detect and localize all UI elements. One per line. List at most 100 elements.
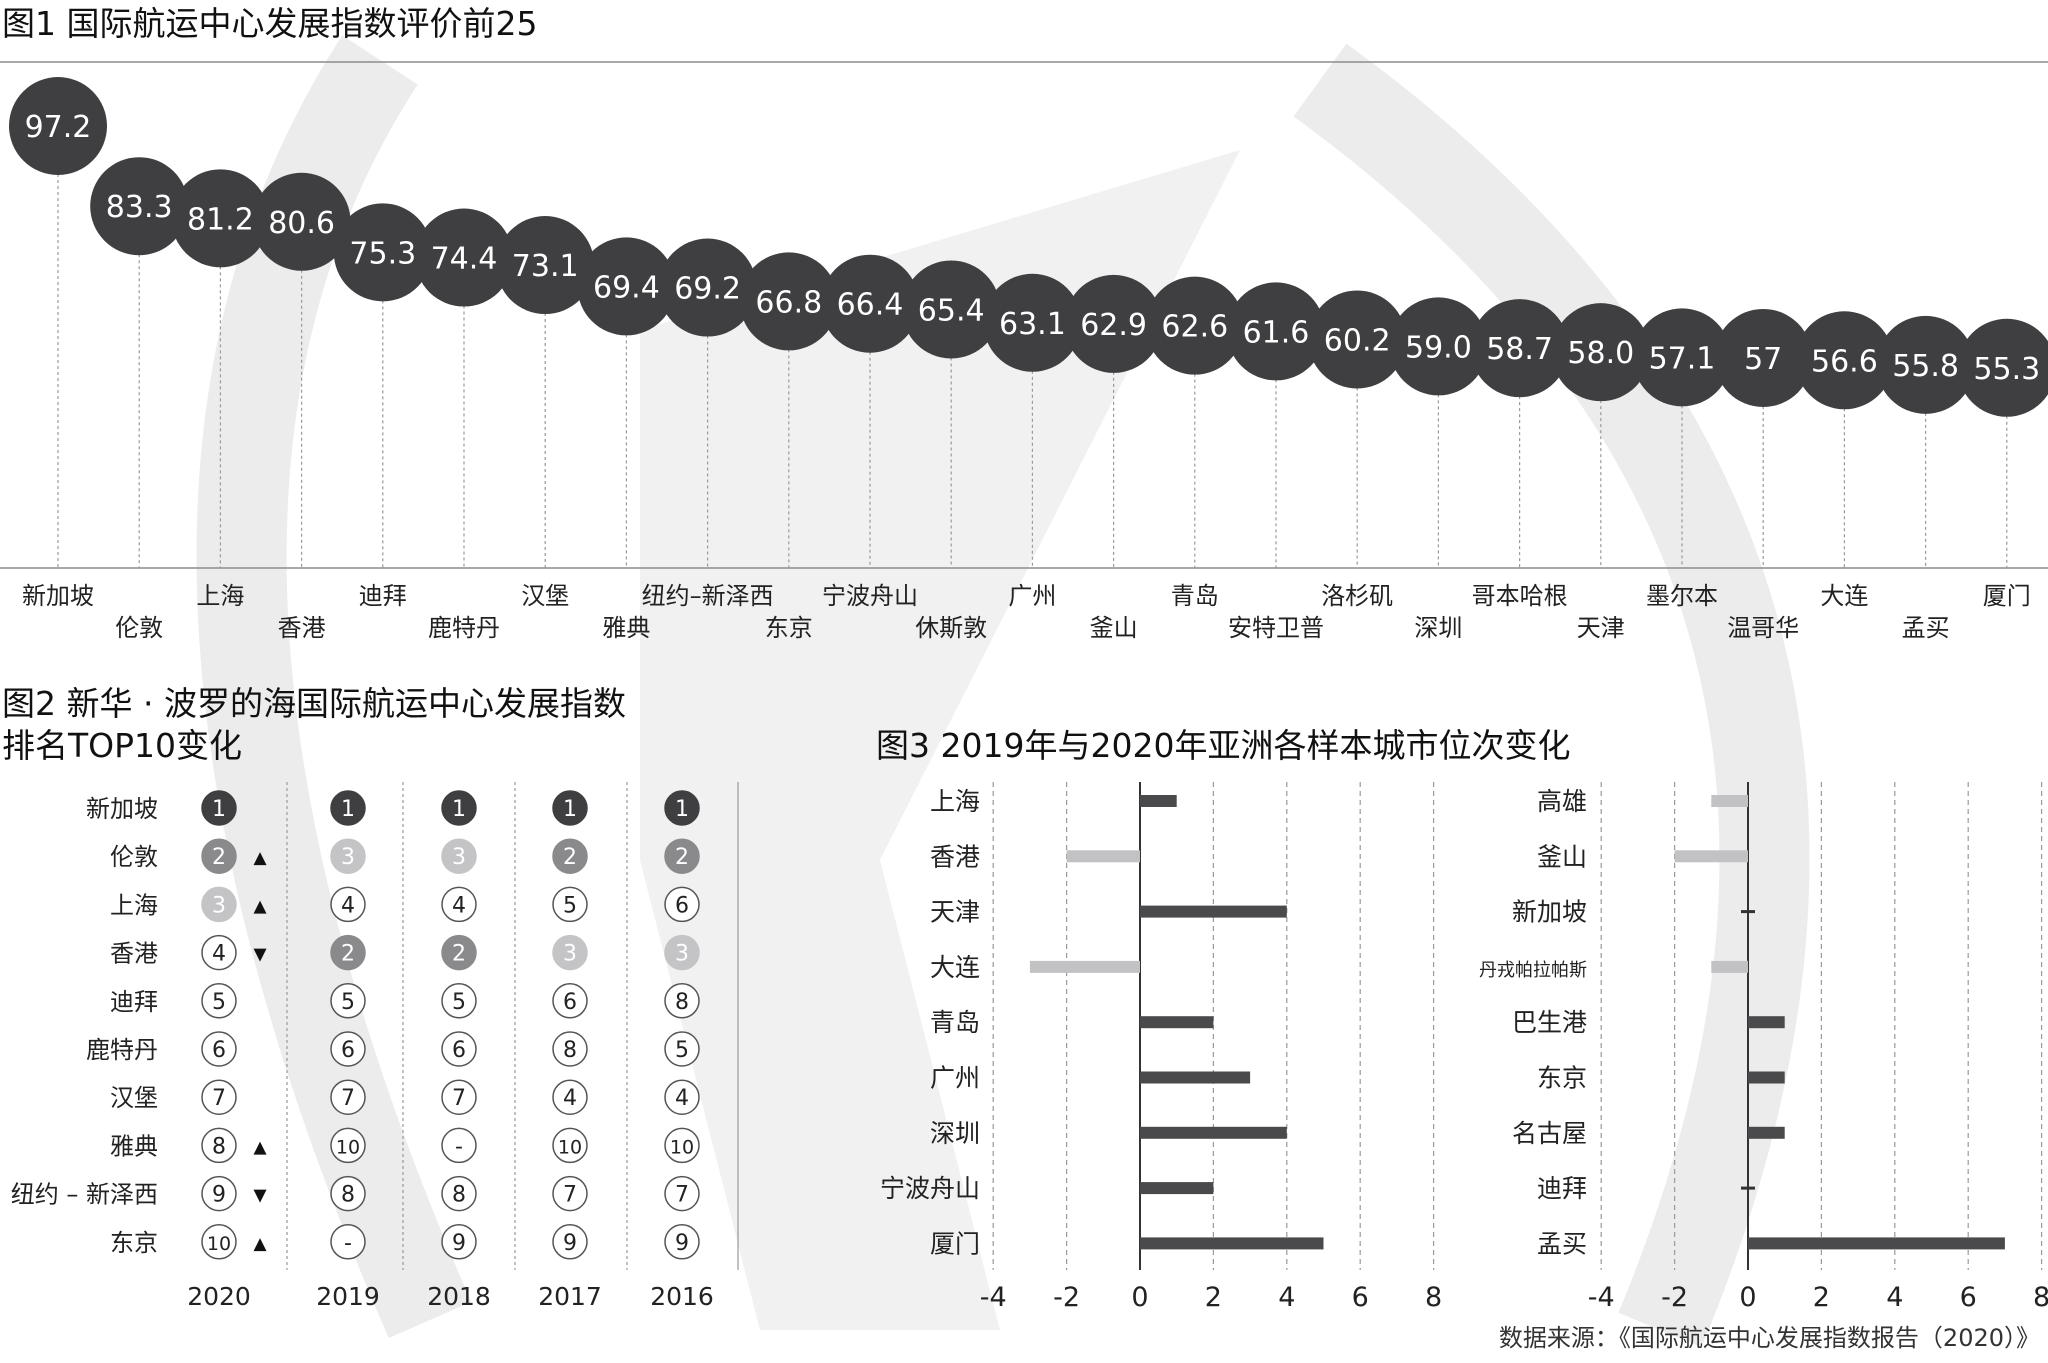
fig2-rank-circle <box>330 790 366 826</box>
fig2-rank-value: 9 <box>212 1183 226 1208</box>
fig2-year-label: 2019 <box>316 1282 380 1311</box>
fig1-city-label: 釜山 <box>1090 614 1138 642</box>
fig2-year-label: 2020 <box>187 1282 251 1311</box>
fig2-rank-circle <box>330 1175 366 1212</box>
fig1-bubble <box>577 237 676 336</box>
fig3-bar <box>1140 1182 1214 1195</box>
fig2-rank-circle <box>664 1127 700 1164</box>
fig2-rank-value: 9 <box>563 1231 577 1256</box>
fig2-rank-value: 1 <box>212 797 226 822</box>
fig2-rank-value: 7 <box>212 1086 226 1111</box>
fig1-value-label: 69.2 <box>674 272 741 307</box>
fig1-bubble <box>1795 311 1894 410</box>
fig3-category-label: 青岛 <box>930 1008 980 1037</box>
fig2-rank-value: 5 <box>452 990 466 1015</box>
fig2-rank-value: 10 <box>336 1136 360 1158</box>
fig2-rank-value: 6 <box>212 1038 226 1063</box>
fig2-rank-value: 5 <box>212 990 226 1015</box>
fig2-rank-circle <box>664 1175 700 1212</box>
fig2-rank-value: 2 <box>341 942 355 967</box>
fig1-bubble <box>252 172 351 271</box>
fig1-value-label: 80.6 <box>268 206 335 241</box>
fig1-value-label: 56.6 <box>1811 344 1878 379</box>
fig2-rank-circle <box>330 1031 366 1067</box>
fig2-rank-value: 3 <box>563 942 577 967</box>
fig1-city-label: 新加坡 <box>22 582 94 610</box>
fig1-city-label: 孟买 <box>1902 614 1950 642</box>
fig1-value-label: 58.0 <box>1567 336 1634 371</box>
fig2-title-line1: 图2 新华 · 波罗的海国际航运中心发展指数 <box>2 684 626 723</box>
fig2-rank-value: 2 <box>675 845 689 870</box>
fig1-bubble <box>658 238 757 337</box>
fig2-title-line2: 排名TOP10变化 <box>2 726 243 765</box>
fig2-rank-circle <box>330 934 366 971</box>
fig2-rank-circle <box>552 934 588 971</box>
fig2-rank-value: 8 <box>675 990 689 1015</box>
fig2-rank-circle <box>552 983 588 1019</box>
fig3-bar <box>1674 850 1748 863</box>
fig3-category-label: 迪拜 <box>1537 1174 1587 1203</box>
fig2-row-label: 雅典 <box>110 1132 158 1160</box>
fig2-rank-circle <box>664 1031 700 1067</box>
fig1-city-label: 雅典 <box>602 614 650 642</box>
fig2-rank-circle <box>664 1079 700 1115</box>
fig3-tick-label: -2 <box>1661 1282 1688 1313</box>
fig2-trend-arrow: ▲ <box>253 848 267 868</box>
fig2-rank-value: 3 <box>212 893 226 918</box>
fig1-bubble <box>1145 276 1244 375</box>
fig2-rank-circle <box>664 1224 700 1260</box>
fig3-tick-label: -4 <box>1588 1282 1615 1313</box>
fig2-rank-circle <box>330 838 366 874</box>
fig2-rank-circle <box>441 838 477 874</box>
fig1-bubble <box>739 252 838 351</box>
fig2-row-label: 迪拜 <box>110 988 158 1016</box>
fig1-city-label: 墨尔本 <box>1646 582 1718 610</box>
fig1-value-label: 75.3 <box>349 236 416 271</box>
fig3-category-label: 深圳 <box>930 1119 980 1148</box>
fig2-rank-value: 6 <box>341 1038 355 1063</box>
fig1-value-label: 65.4 <box>918 293 985 328</box>
fig3-bar <box>1748 1237 2005 1250</box>
fig1-bubble <box>9 77 107 175</box>
fig2-rank-value: 4 <box>675 1086 689 1111</box>
fig2-rank-circle <box>441 790 477 826</box>
fig2-year-label: 2017 <box>538 1282 602 1311</box>
fig3-bar <box>1748 1071 1785 1084</box>
fig1-bubble <box>333 203 432 302</box>
fig2-rank-circle <box>201 1175 237 1212</box>
fig1-value-label: 81.2 <box>187 202 254 237</box>
fig2-rank-value: 8 <box>212 1134 226 1159</box>
fig2-trend-arrow: ▲ <box>253 896 267 916</box>
fig2-rank-value: 4 <box>452 893 466 918</box>
fig2-rank-value: 9 <box>452 1231 466 1256</box>
fig2-rank-value: 6 <box>452 1038 466 1063</box>
fig2-rank-circle <box>552 1079 588 1115</box>
data-source-note: 数据来源：《国际航运中心发展指数报告（2020）》 <box>1498 1324 2040 1352</box>
fig1-city-label: 广州 <box>1008 582 1056 610</box>
fig2-rank-table: 新加坡 1 1 1 1 1 伦敦 2 3 3 2 2 ▲ 上海 3 4 4 5 6 ▲ 香港 4 2 2 3 3 ▼ 迪拜 5 5 5 6 8 鹿… <box>11 782 739 1311</box>
fig2-rank-circle <box>552 1175 588 1212</box>
fig2-rank-circle <box>552 886 588 923</box>
fig1-bubble <box>1389 297 1488 396</box>
fig1-value-label: 63.1 <box>999 307 1066 342</box>
fig3-category-label: 上海 <box>930 787 980 816</box>
fig3-category-label: 巴生港 <box>1512 1008 1587 1037</box>
fig1-bubble <box>821 254 919 353</box>
fig2-rank-circle <box>201 886 237 923</box>
fig1-city-label: 上海 <box>196 582 244 610</box>
fig3-tick-label: 6 <box>1352 1282 1369 1313</box>
fig1-bubble <box>1064 274 1163 373</box>
fig2-trend-arrow: ▲ <box>253 1234 267 1254</box>
fig1-city-label: 东京 <box>765 614 813 642</box>
fig1-city-label: 香港 <box>278 614 326 642</box>
fig1-city-label: 厦门 <box>1983 582 2031 610</box>
fig3-category-label: 厦门 <box>930 1229 980 1258</box>
fig2-rank-value: 10 <box>558 1136 582 1158</box>
fig3-bar <box>1029 960 1140 973</box>
fig3-bar <box>1711 960 1748 973</box>
fig1-city-label: 迪拜 <box>359 582 407 610</box>
fig2-row-label: 上海 <box>110 891 158 919</box>
fig1-city-label: 洛杉矶 <box>1321 582 1393 610</box>
fig2-rank-circle <box>664 790 700 826</box>
fig2-rank-circle <box>330 1079 366 1115</box>
